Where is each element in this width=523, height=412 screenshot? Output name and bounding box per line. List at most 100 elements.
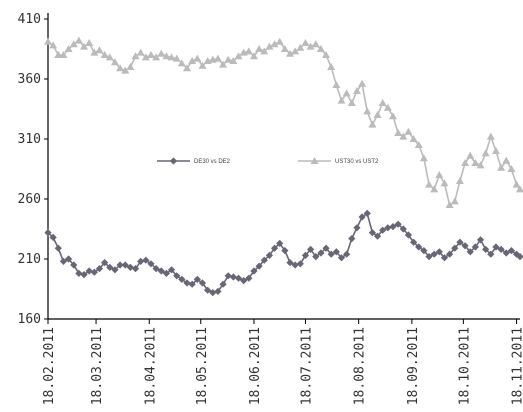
- data-point: [296, 43, 305, 51]
- data-point: [75, 269, 83, 277]
- data-point: [245, 274, 253, 282]
- data-point: [219, 60, 228, 68]
- data-point: [250, 267, 258, 275]
- data-point: [59, 257, 68, 265]
- data-point: [456, 238, 464, 246]
- data-point: [404, 127, 413, 135]
- data-point: [332, 248, 340, 256]
- data-point: [471, 243, 479, 251]
- data-point: [415, 243, 423, 251]
- data-point: [167, 53, 176, 61]
- data-point: [255, 262, 263, 270]
- data-point: [100, 51, 109, 58]
- data-point: [111, 266, 119, 274]
- data-point: [332, 81, 341, 88]
- legend-marker: [169, 157, 178, 165]
- data-point: [167, 266, 176, 274]
- data-point: [214, 287, 222, 295]
- series-line: [47, 39, 521, 207]
- data-point: [137, 257, 145, 265]
- series-0: [44, 209, 523, 297]
- data-point: [286, 49, 295, 57]
- data-point: [173, 272, 181, 280]
- data-point: [281, 247, 289, 255]
- data-point: [234, 274, 243, 282]
- data-point: [476, 161, 485, 169]
- series-1: [44, 36, 523, 208]
- x-tick-label: 18.11.2011: [511, 327, 523, 405]
- data-point: [126, 63, 135, 70]
- data-point: [69, 40, 78, 48]
- data-point: [240, 277, 248, 285]
- data-point: [327, 63, 336, 70]
- data-point: [95, 46, 104, 54]
- data-point: [373, 232, 382, 240]
- data-point: [213, 54, 222, 62]
- data-point: [352, 87, 361, 94]
- data-point: [224, 55, 233, 63]
- data-point: [358, 213, 366, 221]
- data-point: [388, 112, 397, 120]
- data-point: [450, 197, 459, 205]
- data-point: [64, 255, 73, 263]
- data-point: [512, 250, 521, 258]
- data-point: [440, 179, 449, 187]
- legend-label: DE30 vs DE2: [194, 159, 231, 165]
- data-point: [85, 267, 93, 275]
- data-point: [383, 103, 392, 111]
- data-point: [85, 39, 94, 46]
- data-point: [178, 275, 186, 283]
- y-tick-label: 160: [18, 312, 41, 327]
- data-point: [59, 51, 68, 58]
- data-point: [121, 66, 130, 74]
- data-point: [491, 147, 500, 154]
- data-point: [244, 47, 253, 55]
- data-point: [440, 254, 449, 262]
- data-point: [152, 265, 160, 273]
- data-point: [188, 280, 196, 288]
- x-tick-label: 18.04.2011: [143, 327, 158, 405]
- data-point: [249, 52, 258, 60]
- data-point: [322, 244, 330, 252]
- data-point: [343, 250, 351, 258]
- data-point: [193, 275, 201, 283]
- data-point: [142, 256, 150, 264]
- legend-marker: [310, 157, 319, 164]
- y-tick-label: 260: [18, 192, 41, 207]
- data-point: [409, 135, 418, 142]
- data-point: [229, 57, 238, 64]
- legend-item: UST30 vs UST2: [298, 157, 379, 165]
- data-point: [286, 259, 294, 267]
- data-point: [389, 223, 397, 231]
- data-point: [229, 273, 237, 281]
- data-point: [260, 256, 268, 264]
- x-tick-label: 18.09.2011: [406, 327, 421, 405]
- data-point: [471, 159, 480, 166]
- data-point: [255, 45, 264, 52]
- data-point: [497, 245, 505, 253]
- data-point: [451, 244, 459, 252]
- data-point: [378, 99, 387, 106]
- data-point: [306, 42, 315, 50]
- data-point: [337, 254, 346, 262]
- data-point: [353, 224, 361, 232]
- data-point: [146, 51, 155, 58]
- data-point: [466, 151, 475, 159]
- data-point: [275, 37, 284, 45]
- data-point: [265, 251, 274, 259]
- data-point: [394, 220, 402, 228]
- data-point: [198, 279, 207, 287]
- data-point: [317, 249, 325, 257]
- data-point: [414, 141, 423, 148]
- data-point: [49, 41, 58, 49]
- data-point: [209, 289, 217, 297]
- data-point: [373, 111, 382, 118]
- data-point: [347, 99, 356, 106]
- data-point: [141, 53, 150, 61]
- data-point: [394, 129, 403, 136]
- data-point: [301, 39, 310, 46]
- data-point: [301, 251, 310, 259]
- data-point: [147, 260, 155, 268]
- data-point: [183, 279, 191, 287]
- data-point: [74, 36, 83, 44]
